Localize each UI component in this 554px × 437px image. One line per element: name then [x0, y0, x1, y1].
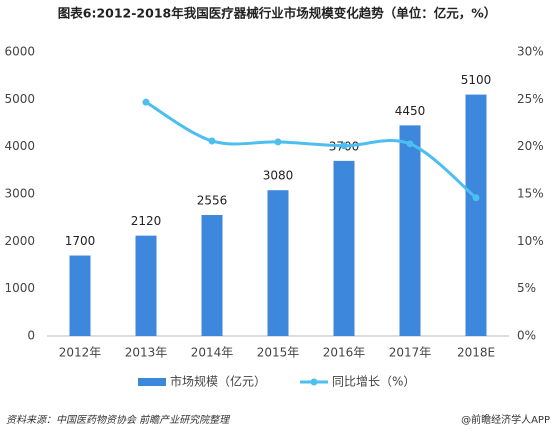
- value-label: 2556: [197, 194, 228, 208]
- y-tick-label: 6000: [4, 45, 35, 59]
- value-label: 2120: [131, 214, 162, 228]
- y-tick-label: 2000: [4, 234, 35, 248]
- y2-tick-label: 15%: [517, 187, 544, 201]
- value-label: 4450: [395, 104, 426, 118]
- y-tick-label: 5000: [4, 92, 35, 106]
- value-label: 3080: [263, 169, 294, 183]
- value-label: 5100: [461, 73, 492, 87]
- line-point: [208, 137, 216, 145]
- y2-tick-label: 10%: [517, 234, 544, 248]
- line: [145, 100, 477, 199]
- chart-title: 图表6:2012-2018年我国医疗器械行业市场规模变化趋势（单位：亿元，%）: [58, 6, 497, 21]
- y-tick-label: 0: [27, 329, 35, 343]
- legend-swatch: [310, 378, 318, 386]
- y2-tick-label: 25%: [517, 92, 544, 106]
- legend-swatch: [138, 378, 166, 386]
- source: 资料来源：中国医药物资协会 前瞻产业研究院整理: [6, 414, 231, 426]
- bar: [267, 190, 289, 336]
- y2-tick-label: 5%: [517, 281, 536, 295]
- x-tick-label: 2018E: [457, 346, 495, 360]
- line-point: [406, 140, 414, 148]
- line-point: [142, 98, 150, 106]
- y-tick-label: 4000: [4, 139, 35, 153]
- value-label: 1700: [65, 234, 96, 248]
- credit: @前瞻经济学人APP: [461, 413, 550, 426]
- x-tick-label: 2013年: [125, 346, 168, 360]
- x-tick-label: 2016年: [323, 346, 366, 360]
- line-point: [274, 138, 282, 146]
- y2-tick-label: 0%: [517, 329, 536, 343]
- legend-label: 同比增长（%）: [332, 375, 415, 389]
- y-tick-label: 3000: [4, 187, 35, 201]
- bar: [399, 125, 421, 336]
- y2-tick-label: 20%: [517, 139, 544, 153]
- x-tick-label: 2015年: [257, 346, 300, 360]
- line-point: [340, 142, 348, 150]
- bar: [69, 255, 91, 336]
- bar: [201, 215, 223, 336]
- bar: [465, 94, 487, 336]
- x-tick-label: 2014年: [191, 346, 234, 360]
- x-tick-label: 2017年: [389, 346, 432, 360]
- bar: [135, 235, 157, 336]
- bar: [333, 160, 355, 336]
- legend-label: 市场规模（亿元）: [170, 374, 266, 389]
- line-point: [472, 194, 480, 202]
- x-tick-label: 2012年: [59, 346, 102, 360]
- y-tick-label: 1000: [4, 281, 35, 295]
- y2-tick-label: 30%: [517, 45, 544, 59]
